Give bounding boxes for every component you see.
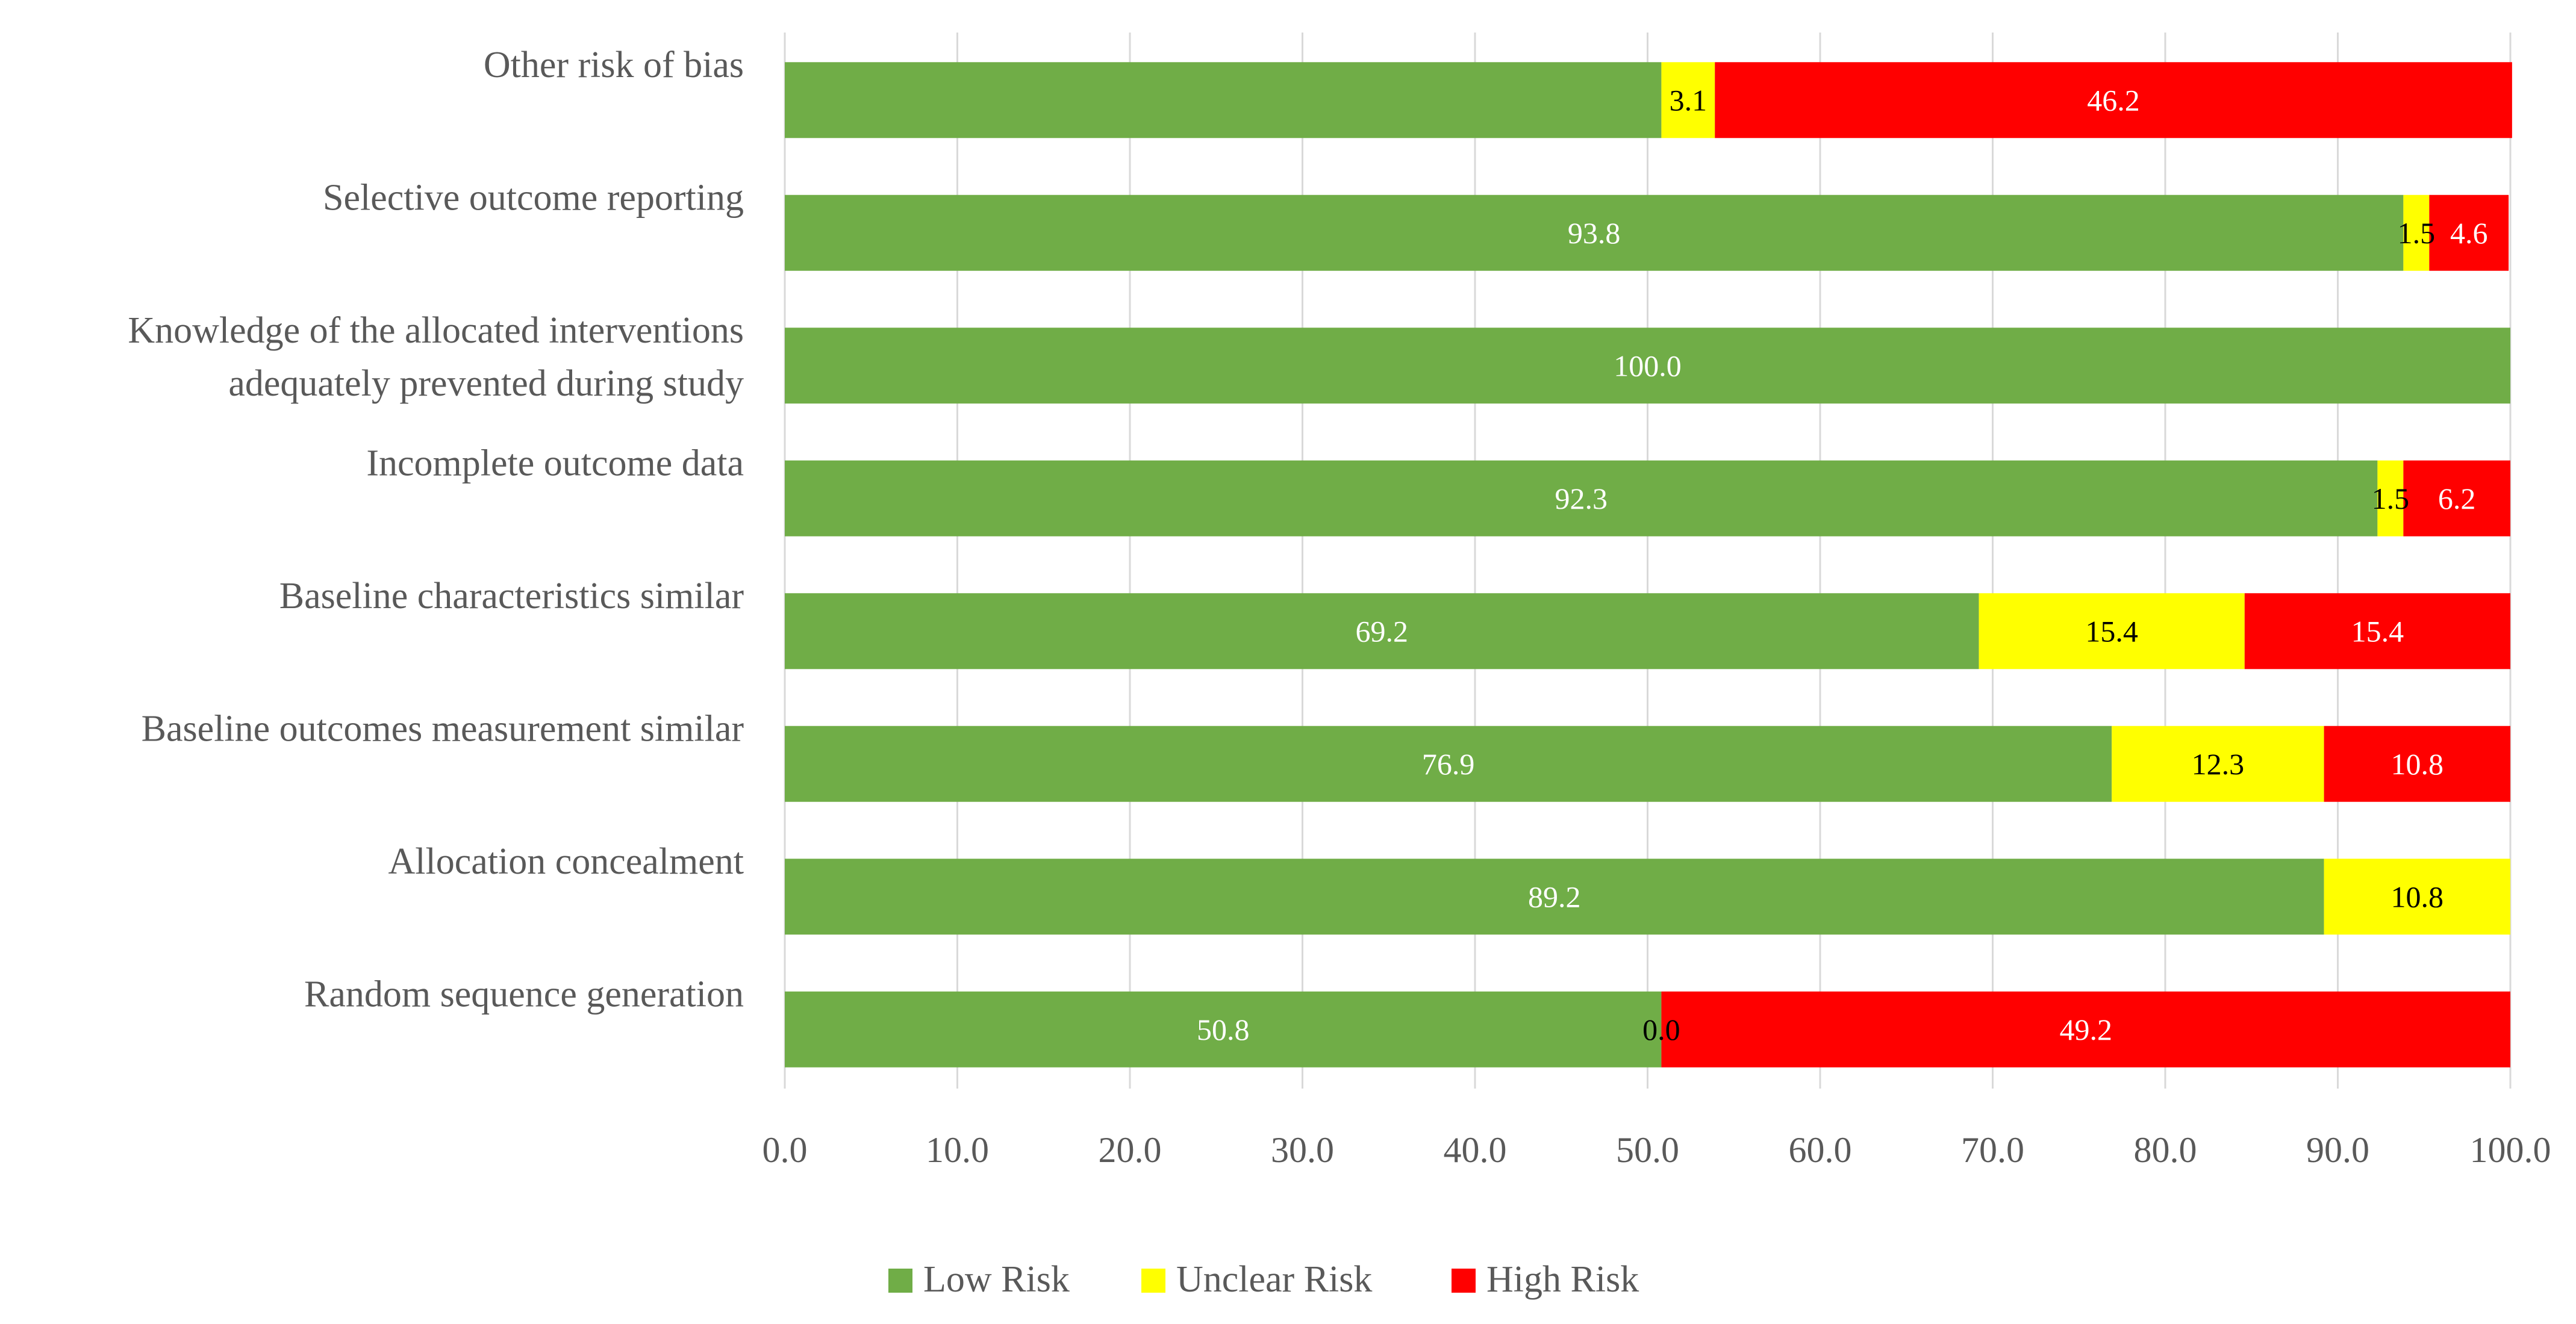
x-tick-label: 40.0 (1444, 1130, 1507, 1170)
x-tick-label: 60.0 (1789, 1130, 1852, 1170)
category-label: Incomplete outcome data (366, 443, 744, 484)
x-tick-label: 100.0 (2470, 1130, 2551, 1170)
data-label: 1.5 (2398, 216, 2436, 250)
category-label: adequately prevented during study (228, 363, 744, 404)
data-label: 92.3 (1555, 482, 1608, 515)
legend-label: Low Risk (923, 1259, 1070, 1300)
x-axis-tick-labels: 0.0 10.0 20.0 30.0 40.0 50.0 60.0 70.0 80.0 90.0 1… (763, 1130, 2551, 1170)
data-label: 10.8 (2391, 880, 2444, 913)
x-tick-label: 90.0 (2306, 1130, 2369, 1170)
bar-segment-high-risk (1661, 991, 2510, 1068)
category-label: Knowledge of the allocated interventions (128, 310, 744, 351)
x-tick-label: 50.0 (1616, 1130, 1679, 1170)
x-tick-label: 20.0 (1099, 1130, 1162, 1170)
data-label: 89.2 (1528, 880, 1581, 913)
data-label: 0.0 (1642, 1013, 1680, 1046)
x-tick-label: 80.0 (2134, 1130, 2197, 1170)
data-labels: 3.1 46.2 93.8 1.5 4.6 100.0 92.3 1.5 6.2 69.2 15.4… (1197, 83, 2488, 1046)
bar-segment-high-risk (2324, 726, 2510, 802)
bar-segment-unclear-risk (2403, 194, 2430, 271)
bar-segment-high-risk (2244, 593, 2510, 670)
category-labels: Other risk of bias Selective outcome repo… (128, 45, 744, 1015)
bar-segment-high-risk (2429, 194, 2509, 271)
bar-segment-unclear-risk (2377, 460, 2404, 536)
bar-segment-unclear-risk (1979, 593, 2245, 670)
bar-segment-high-risk (2403, 460, 2510, 536)
x-tick-label: 30.0 (1271, 1130, 1334, 1170)
bar-segment-high-risk (1715, 62, 2512, 138)
category-label: Other risk of bias (484, 45, 744, 85)
category-label: Allocation concealment (388, 841, 744, 882)
data-label: 49.2 (2059, 1013, 2112, 1046)
bar-segment-unclear-risk (2112, 726, 2324, 802)
data-label: 12.3 (2192, 747, 2245, 781)
x-tick-label: 70.0 (1961, 1130, 2024, 1170)
bar-segment-low-risk (785, 726, 2112, 802)
data-label: 15.4 (2085, 614, 2138, 648)
category-label: Baseline outcomes measurement similar (142, 709, 744, 750)
category-label: Random sequence generation (304, 974, 744, 1015)
legend: Low Risk Unclear Risk High Risk (888, 1259, 1639, 1300)
data-label: 100.0 (1614, 349, 1682, 382)
bar-segment-low-risk (785, 194, 2404, 271)
bar-segment-low-risk (785, 593, 1979, 670)
data-label: 69.2 (1356, 614, 1409, 648)
bar-segment-unclear-risk (1661, 62, 1715, 138)
bar-segment-low-risk (785, 859, 2324, 935)
category-label: Selective outcome reporting (323, 178, 744, 219)
data-label: 1.5 (2372, 482, 2410, 515)
bars (785, 62, 2512, 1068)
legend-label: High Risk (1486, 1259, 1639, 1300)
category-label: Baseline characteristics similar (279, 576, 744, 617)
bar-segment-low-risk (785, 328, 2510, 404)
bar-segment-low-risk (785, 991, 1662, 1068)
data-label: 6.2 (2438, 482, 2476, 515)
x-tick-label: 0.0 (763, 1130, 808, 1170)
legend-swatch (1141, 1269, 1165, 1293)
legend-swatch (888, 1269, 912, 1293)
data-label: 93.8 (1568, 216, 1621, 250)
bar-segment-low-risk (785, 62, 1662, 138)
data-label: 15.4 (2351, 614, 2404, 648)
data-label: 76.9 (1422, 747, 1475, 781)
bar-segment-low-risk (785, 460, 2378, 536)
data-label: 3.1 (1670, 83, 1707, 117)
legend-label: Unclear Risk (1176, 1259, 1372, 1300)
legend-swatch (1452, 1269, 1476, 1293)
data-label: 10.8 (2391, 747, 2444, 781)
bar-segment-unclear-risk (2324, 859, 2510, 935)
x-tick-label: 10.0 (926, 1130, 989, 1170)
data-label: 46.2 (2087, 83, 2140, 117)
data-label: 4.6 (2450, 216, 2488, 250)
data-label: 50.8 (1197, 1013, 1250, 1046)
